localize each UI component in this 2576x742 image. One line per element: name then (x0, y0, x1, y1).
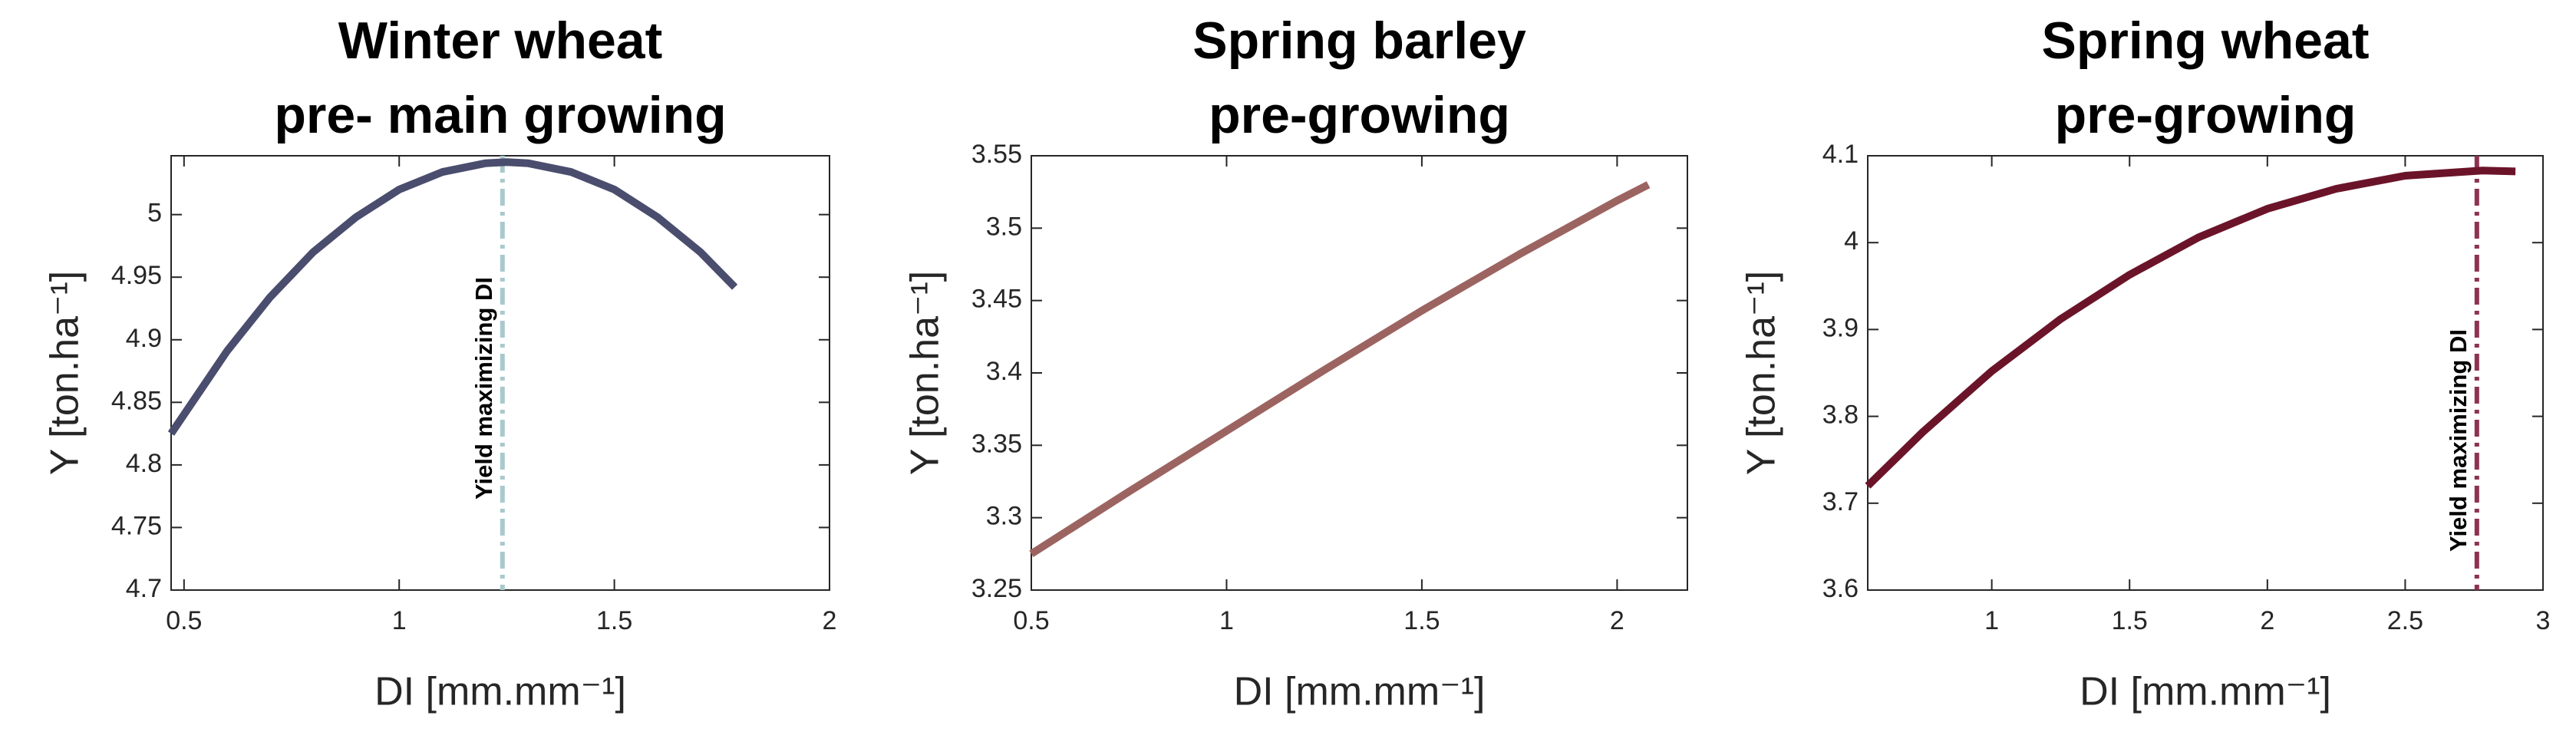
y-tick-label: 4.1 (1822, 140, 1859, 169)
chart-title: Spring barley (1192, 12, 1526, 70)
y-tick-label: 4.9 (126, 324, 162, 353)
y-tick-label: 4 (1844, 226, 1859, 256)
data-line (167, 158, 738, 436)
x-tick-label: 0.5 (166, 606, 202, 635)
chart-title: Spring wheat (2042, 12, 2370, 70)
x-tick-label: 0.5 (1013, 606, 1049, 635)
x-axis-label: DI [mm.mm⁻¹] (1234, 670, 1486, 714)
x-tick-label: 2 (823, 606, 837, 635)
chart-title: pre-growing (2055, 86, 2357, 144)
x-tick-label: 1 (1219, 606, 1234, 635)
x-tick-label: 2 (1610, 606, 1624, 635)
y-tick-label: 5 (147, 199, 162, 228)
x-axis-label: DI [mm.mm⁻¹] (374, 670, 626, 714)
y-axis-label: Y [ton.ha⁻¹] (43, 271, 87, 475)
y-tick-label: 4.95 (111, 261, 162, 290)
x-tick-label: 1.5 (2112, 606, 2148, 635)
x-tick-label: 1 (392, 606, 407, 635)
y-axis-label: Y [ton.ha⁻¹] (1740, 271, 1784, 475)
y-tick-label: 3.9 (1822, 313, 1859, 342)
annotation-text: Yield maximizing DI (470, 277, 497, 500)
y-tick-label: 3.6 (1822, 574, 1859, 603)
y-tick-label: 3.7 (1822, 487, 1859, 516)
data-line (1029, 181, 1651, 558)
chart-title: pre-growing (1209, 86, 1510, 144)
chart-title: pre- main growing (274, 86, 726, 144)
y-tick-label: 3.35 (971, 429, 1022, 458)
x-tick-label: 1.5 (596, 606, 632, 635)
y-tick-label: 3.45 (971, 285, 1022, 314)
x-tick-label: 3 (2536, 606, 2551, 635)
plot-area (1031, 155, 1688, 591)
y-tick-label: 4.8 (126, 449, 162, 478)
plot-area (1867, 155, 2544, 591)
x-tick-label: 1 (1984, 606, 1999, 635)
x-axis-label: DI [mm.mm⁻¹] (2080, 670, 2331, 714)
y-axis-label: Y [ton.ha⁻¹] (903, 271, 948, 475)
annotation-text: Yield maximizing DI (2445, 329, 2472, 552)
x-tick-label: 2.5 (2387, 606, 2423, 635)
y-tick-label: 3.25 (971, 574, 1022, 603)
x-tick-label: 2 (2260, 606, 2274, 635)
data-line (1865, 167, 2516, 489)
y-tick-label: 3.4 (986, 357, 1022, 386)
y-tick-label: 4.75 (111, 511, 162, 540)
chart-title: Winter wheat (338, 12, 663, 70)
y-tick-label: 3.55 (971, 140, 1022, 169)
y-tick-label: 3.3 (986, 502, 1022, 531)
x-tick-label: 1.5 (1403, 606, 1440, 635)
y-tick-label: 3.8 (1822, 401, 1859, 430)
y-tick-label: 4.85 (111, 386, 162, 415)
y-tick-label: 4.7 (126, 574, 162, 603)
y-tick-label: 3.5 (986, 212, 1022, 241)
